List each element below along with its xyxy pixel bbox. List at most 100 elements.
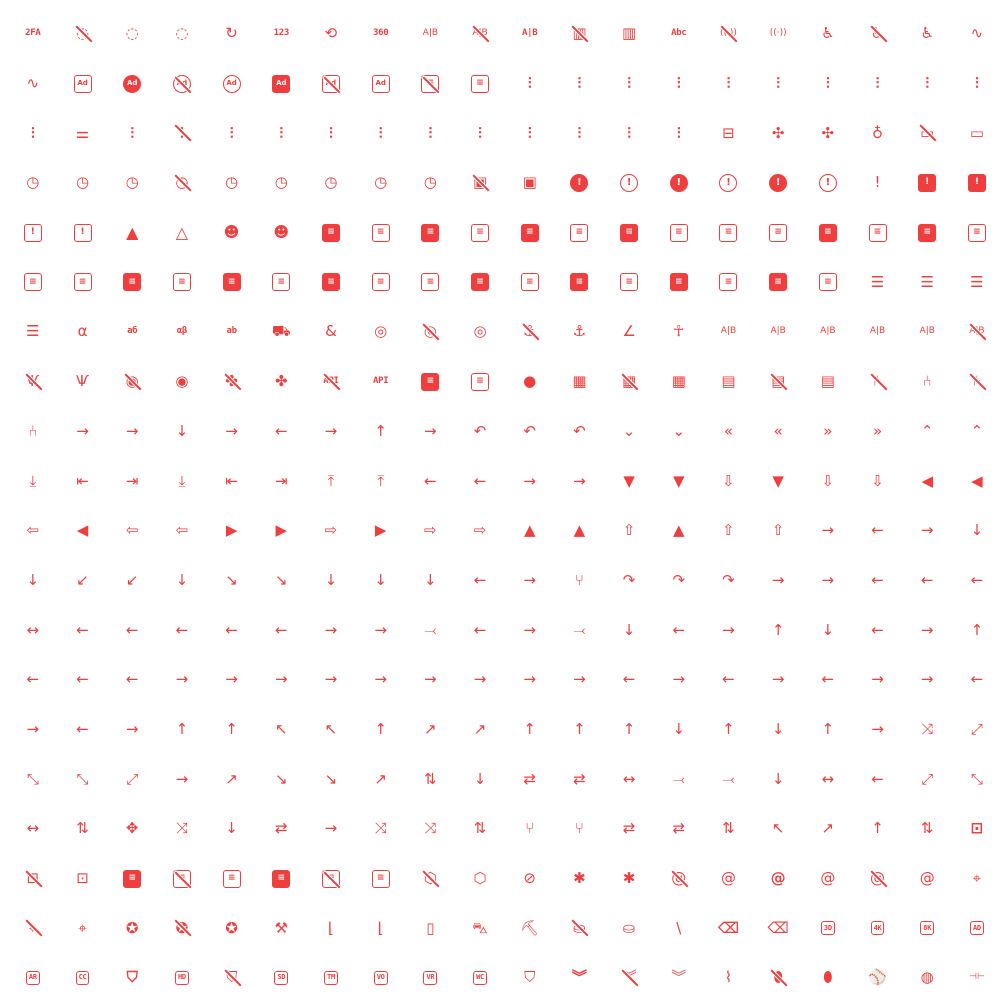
icon-cell[interactable]: ⇄ xyxy=(505,754,555,804)
icon-cell[interactable]: ↙ xyxy=(107,556,157,606)
icon-cell[interactable]: « xyxy=(704,407,754,457)
icon-cell[interactable]: ← xyxy=(406,456,456,506)
icon-cell[interactable]: ≡ xyxy=(406,208,456,258)
icon-cell[interactable]: A|B xyxy=(753,307,803,357)
icon-cell[interactable]: ⇩ xyxy=(803,456,853,506)
icon-cell[interactable]: ⌄ xyxy=(654,407,704,457)
icon-cell[interactable]: ↶ xyxy=(505,407,555,457)
icon-cell[interactable]: ◷ xyxy=(356,158,406,208)
icon-cell[interactable]: ← xyxy=(604,655,654,705)
icon-cell[interactable]: Ѱ xyxy=(8,357,58,407)
icon-cell[interactable]: ⇧ xyxy=(704,506,754,556)
icon-cell[interactable]: ◀ xyxy=(58,506,108,556)
icon-cell[interactable]: ⇧ xyxy=(753,506,803,556)
icon-cell[interactable]: ⑂ xyxy=(555,804,605,854)
icon-cell[interactable]: ⇦ xyxy=(157,506,207,556)
icon-cell[interactable]: ← xyxy=(256,407,306,457)
icon-cell[interactable]: \ xyxy=(654,903,704,953)
icon-cell[interactable]: ↑ xyxy=(157,705,207,755)
icon-cell[interactable]: ! xyxy=(853,158,903,208)
icon-cell[interactable]: ⛉ xyxy=(505,953,555,1003)
icon-cell[interactable]: → xyxy=(902,506,952,556)
icon-cell[interactable]: ✤ xyxy=(207,357,257,407)
icon-cell[interactable]: A|B xyxy=(902,307,952,357)
icon-cell[interactable]: ≡ xyxy=(406,357,456,407)
icon-cell[interactable]: Ad xyxy=(157,59,207,109)
icon-cell[interactable]: ◀ xyxy=(952,456,1002,506)
icon-cell[interactable]: ⫶ xyxy=(604,59,654,109)
icon-cell[interactable]: ab xyxy=(207,307,257,357)
icon-cell[interactable]: ≡ xyxy=(406,59,456,109)
icon-cell[interactable]: ≡ xyxy=(704,257,754,307)
icon-cell[interactable]: → xyxy=(853,655,903,705)
icon-cell[interactable]: ✪ xyxy=(157,903,207,953)
icon-cell[interactable]: ▤ xyxy=(803,357,853,407)
icon-cell[interactable]: ⫶ xyxy=(157,108,207,158)
icon-cell[interactable]: ↗ xyxy=(207,754,257,804)
icon-cell[interactable]: ● xyxy=(505,357,555,407)
icon-cell[interactable]: 8K xyxy=(902,903,952,953)
icon-cell[interactable]: ✪ xyxy=(107,903,157,953)
icon-cell[interactable]: ! xyxy=(803,158,853,208)
icon-cell[interactable]: Ad xyxy=(58,59,108,109)
icon-cell[interactable]: Ѱ xyxy=(58,357,108,407)
icon-cell[interactable]: @ xyxy=(803,854,853,904)
icon-cell[interactable]: ↓ xyxy=(207,804,257,854)
icon-cell[interactable]: ⤡ xyxy=(8,754,58,804)
icon-cell[interactable]: ↔ xyxy=(604,754,654,804)
icon-cell[interactable]: ← xyxy=(853,605,903,655)
icon-cell[interactable]: ▦ xyxy=(654,357,704,407)
icon-cell[interactable]: ↓ xyxy=(753,754,803,804)
icon-cell[interactable]: ⫶ xyxy=(455,108,505,158)
icon-cell[interactable]: ⊡ xyxy=(8,854,58,904)
icon-cell[interactable]: ◷ xyxy=(207,158,257,208)
icon-cell[interactable]: ▤ xyxy=(753,357,803,407)
icon-cell[interactable]: A|B xyxy=(704,307,754,357)
icon-cell[interactable]: → xyxy=(654,655,704,705)
icon-cell[interactable]: ♿ xyxy=(853,9,903,59)
icon-cell[interactable]: ≡ xyxy=(58,257,108,307)
icon-cell[interactable]: @ xyxy=(902,854,952,904)
icon-cell[interactable]: Abc xyxy=(654,9,704,59)
icon-cell[interactable]: ⌖ xyxy=(8,903,58,953)
icon-cell[interactable]: ↷ xyxy=(604,556,654,606)
icon-cell[interactable]: SD xyxy=(256,953,306,1003)
icon-cell[interactable]: ⤙ xyxy=(406,605,456,655)
icon-cell[interactable]: ⇨ xyxy=(406,506,456,556)
icon-cell[interactable]: ◷ xyxy=(8,158,58,208)
icon-cell[interactable]: ⫶ xyxy=(654,108,704,158)
icon-cell[interactable]: ↻ xyxy=(207,9,257,59)
icon-cell[interactable]: ⊡ xyxy=(952,804,1002,854)
icon-cell[interactable]: ✱ xyxy=(555,854,605,904)
icon-cell[interactable]: ≡ xyxy=(107,257,157,307)
icon-cell[interactable]: → xyxy=(107,407,157,457)
icon-cell[interactable]: ≡ xyxy=(654,208,704,258)
icon-cell[interactable]: ☰ xyxy=(8,307,58,357)
icon-cell[interactable]: ◷ xyxy=(306,158,356,208)
icon-cell[interactable]: → xyxy=(704,605,754,655)
icon-cell[interactable]: → xyxy=(406,655,456,705)
icon-cell[interactable]: ♿ xyxy=(803,9,853,59)
icon-cell[interactable]: ≡ xyxy=(8,257,58,307)
icon-cell[interactable]: ← xyxy=(902,556,952,606)
icon-cell[interactable]: ← xyxy=(455,556,505,606)
icon-cell[interactable]: ≡ xyxy=(107,854,157,904)
icon-cell[interactable]: ⤓ xyxy=(8,456,58,506)
icon-cell[interactable]: ! xyxy=(902,158,952,208)
icon-cell[interactable]: ⑃ xyxy=(952,357,1002,407)
icon-cell[interactable]: ◷ xyxy=(406,158,456,208)
icon-cell[interactable]: Ad xyxy=(306,59,356,109)
icon-cell[interactable]: ≡ xyxy=(455,208,505,258)
icon-cell[interactable]: VR xyxy=(406,953,456,1003)
icon-cell[interactable]: ⫶ xyxy=(207,108,257,158)
icon-cell[interactable]: ↗ xyxy=(455,705,505,755)
icon-cell[interactable]: ⇤ xyxy=(207,456,257,506)
icon-cell[interactable]: ↖ xyxy=(753,804,803,854)
icon-cell[interactable]: ← xyxy=(704,655,754,705)
icon-cell[interactable]: ⫶ xyxy=(952,59,1002,109)
icon-cell[interactable]: ≡ xyxy=(952,208,1002,258)
icon-cell[interactable]: A|B xyxy=(952,307,1002,357)
icon-cell[interactable]: → xyxy=(306,655,356,705)
icon-cell[interactable]: → xyxy=(107,705,157,755)
icon-cell[interactable]: ↓ xyxy=(654,705,704,755)
